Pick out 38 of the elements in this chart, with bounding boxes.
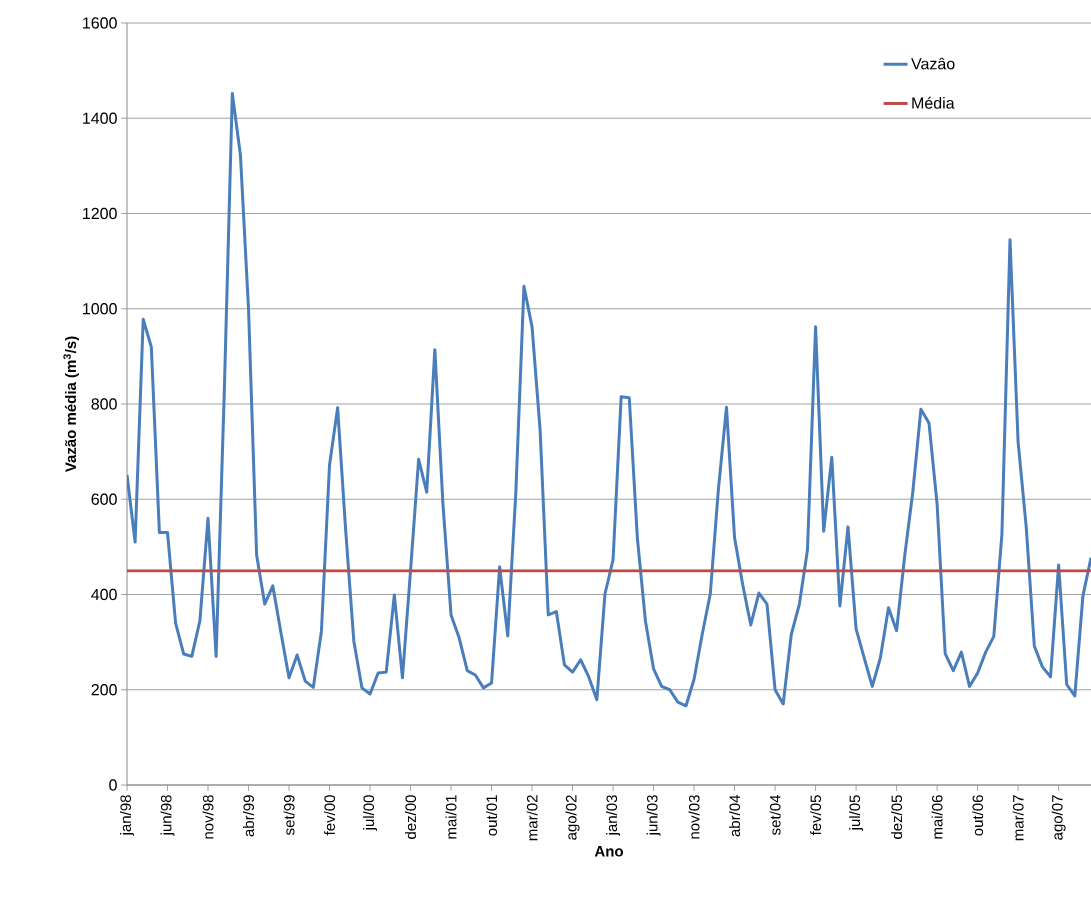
x-tick-label: abr/99 (243, 795, 255, 837)
x-tick-label: abr/04 (729, 794, 741, 837)
x-tick-label: fev/00 (324, 795, 336, 836)
x-tick-label: jun/98 (160, 795, 175, 836)
y-tick-label: 1600 (83, 17, 117, 29)
x-tick-label: out/01 (486, 795, 498, 836)
y-tick-label: 1400 (83, 112, 117, 124)
x-tick-label: nov/03 (688, 795, 700, 839)
y-axis-title: Vazão média (m$^{3}$/s) (63, 336, 79, 473)
x-tick-label: nov/98 (202, 795, 214, 839)
y-tick-label: 600 (91, 493, 117, 505)
x-tick-label: jul/05 (849, 795, 864, 831)
x-tick-label: dez/05 (891, 795, 903, 839)
x-tick-label: fev/05 (810, 795, 822, 836)
y-tick-label: 200 (91, 684, 117, 696)
x-tick-label: ago/02 (565, 795, 580, 840)
x-tick-label: jun/03 (646, 795, 661, 836)
x-tick-label: set/99 (283, 795, 295, 835)
x-tick-label: out/06 (972, 795, 984, 836)
x-tick-label: jul/00 (363, 795, 378, 831)
y-tick-label: 400 (91, 588, 117, 601)
x-tick-label: jan/03 (606, 795, 621, 836)
y-tick-label: 800 (91, 398, 117, 410)
x-tick-label: set/04 (769, 794, 781, 835)
x-tick-label: mar/02 (526, 795, 538, 841)
x-tick-label: ago/07 (1051, 795, 1066, 840)
legend-label: Vazâo (911, 57, 955, 70)
y-tick-label: 0 (109, 779, 117, 791)
x-tick-label: jan/98 (120, 795, 134, 836)
x-axis-title: Ano (594, 846, 623, 857)
line-series (127, 91, 1091, 708)
y-tick-label: 1200 (83, 207, 117, 220)
x-tick-label: mar/07 (1012, 795, 1024, 841)
legend-label: Média (912, 96, 955, 109)
x-tick-label: mai/06 (931, 795, 943, 839)
x-tick-label: dez/00 (405, 795, 417, 839)
x-tick-label: mai/01 (445, 795, 457, 839)
y-tick-label: 1000 (83, 303, 117, 315)
